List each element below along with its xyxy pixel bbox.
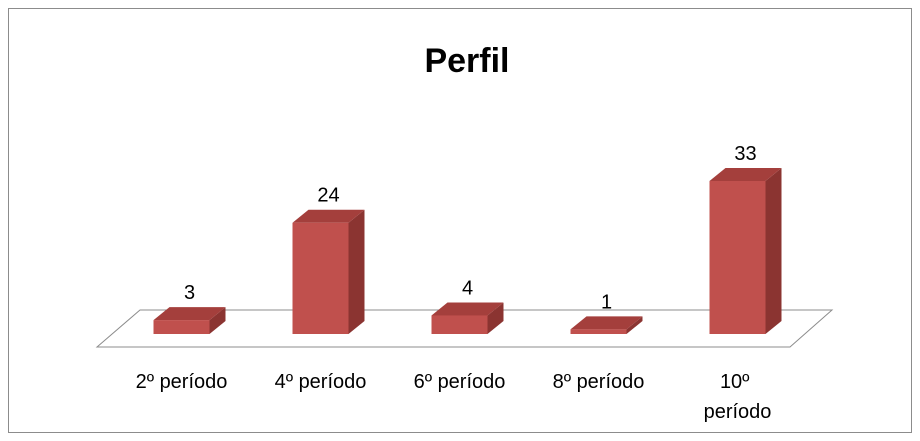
x-tick-label: 6º período [414,371,506,393]
x-tick-label: 4º período [275,371,367,393]
bar-side [765,168,782,334]
x-tick-label: 10º período [704,371,772,423]
bar-side [487,302,504,334]
bar-side [209,307,226,334]
bar [709,181,766,334]
bar-top [570,316,643,330]
data-label: 33 [734,143,756,165]
bar-top [292,209,365,223]
x-tick-label: 2º período [136,371,228,393]
bar-top [153,307,226,321]
data-label: 24 [317,185,339,207]
bar-side [348,209,365,334]
data-label: 3 [184,282,195,304]
bar [570,329,627,334]
data-label: 1 [601,291,612,313]
bar [153,320,210,334]
bar-top [431,302,504,316]
bar [431,315,488,334]
x-tick-label: 8º período [553,371,645,393]
data-label: 4 [462,277,473,299]
bar-side [626,316,643,334]
bar [292,222,349,334]
chart-title: Perfil [424,42,509,80]
bar-top [709,168,782,181]
